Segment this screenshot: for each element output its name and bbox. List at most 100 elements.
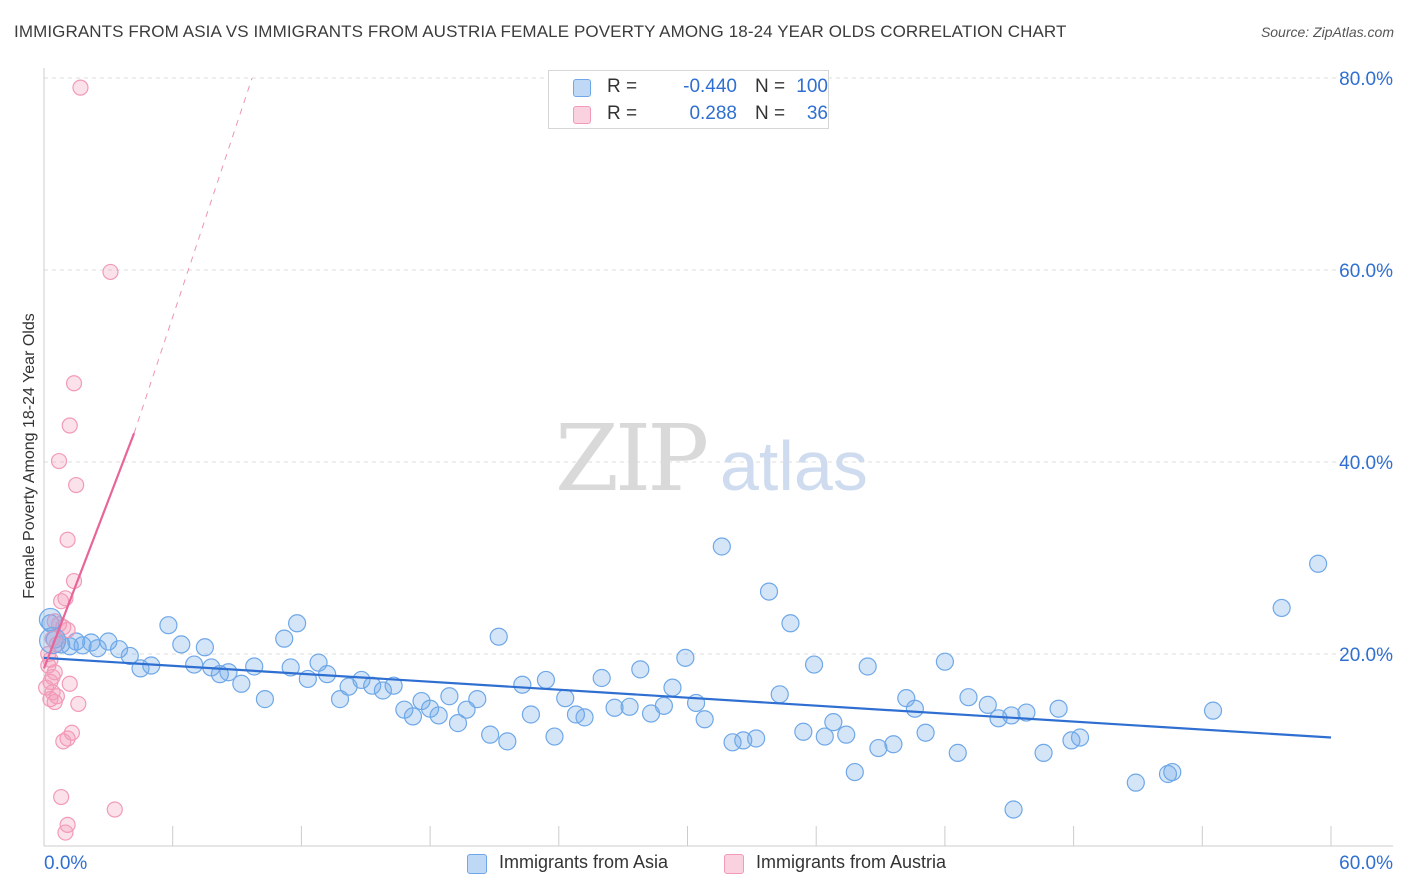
- point-austria: [102, 263, 119, 281]
- point-asia: [468, 690, 487, 709]
- chart-title: IMMIGRANTS FROM ASIA VS IMMIGRANTS FROM …: [14, 22, 1067, 41]
- source-label: Source: ZipAtlas.com: [1260, 24, 1394, 40]
- legend-r-value-asia: -0.440: [683, 76, 737, 97]
- legend-r-value-austria: 0.288: [689, 103, 737, 124]
- point-asia: [352, 670, 371, 690]
- point-asia: [513, 675, 532, 694]
- point-asia: [1017, 703, 1036, 722]
- point-asia: [440, 687, 459, 706]
- point-asia: [620, 697, 639, 716]
- point-asia: [1126, 773, 1145, 792]
- point-asia: [654, 696, 674, 715]
- point-asia: [770, 685, 789, 704]
- trend-line-austria: [42, 432, 136, 669]
- point-asia: [1034, 743, 1053, 762]
- point-asia: [815, 727, 834, 746]
- point-austria: [50, 452, 68, 470]
- point-asia: [935, 652, 955, 671]
- point-asia: [845, 762, 864, 782]
- point-asia: [869, 738, 888, 758]
- point-asia: [232, 674, 251, 693]
- bottom-legend-label-austria: Immigrants from Austria: [756, 852, 947, 872]
- point-asia: [1163, 762, 1182, 782]
- point-asia: [275, 629, 294, 648]
- point-asia: [858, 657, 877, 676]
- bottom-legend-label-asia: Immigrants from Asia: [499, 852, 669, 872]
- point-austria: [46, 693, 63, 711]
- bottom-legend-swatch-austria: [724, 854, 744, 874]
- point-asia: [663, 678, 682, 697]
- point-asia: [185, 655, 204, 674]
- watermark-zip: ZIP: [555, 405, 706, 512]
- point-asia: [1070, 728, 1090, 747]
- point-asia: [959, 688, 978, 707]
- point-asia: [545, 727, 564, 746]
- point-austria: [106, 801, 123, 818]
- point-asia: [837, 725, 856, 744]
- point-austria: [68, 476, 85, 494]
- point-asia: [1002, 706, 1021, 725]
- bottom-legend-swatch-asia: [467, 854, 487, 874]
- x-tick-label: 0.0%: [44, 853, 87, 874]
- point-asia: [794, 722, 813, 741]
- point-asia: [172, 635, 191, 654]
- legend-r-label: R =: [607, 76, 638, 97]
- x-tick-label: 60.0%: [1339, 853, 1393, 874]
- tick-labels: 20.0% 40.0% 60.0% 80.0% 0.0% 60.0%: [44, 69, 1393, 874]
- point-asia: [281, 658, 300, 677]
- legend-swatch-austria: [573, 106, 591, 124]
- point-asia: [195, 638, 214, 657]
- trend-line-asia: [43, 656, 1332, 739]
- point-austria: [65, 375, 83, 392]
- point-asia: [384, 676, 403, 695]
- trend-lines: [42, 77, 1332, 739]
- point-asia: [747, 729, 766, 748]
- correlation-legend: R = -0.440 N = 100 R = 0.288 N = 36: [548, 70, 829, 129]
- point-asia: [481, 725, 500, 744]
- point-asia: [245, 657, 264, 676]
- point-asia: [330, 690, 350, 709]
- point-asia: [489, 627, 508, 646]
- point-asia: [905, 699, 924, 718]
- point-austria: [70, 695, 87, 713]
- point-austria: [55, 733, 72, 750]
- point-asia: [38, 607, 63, 632]
- point-asia: [1309, 554, 1328, 573]
- point-asia: [403, 707, 423, 726]
- point-austria: [53, 788, 70, 806]
- point-austria: [57, 824, 74, 841]
- point-asia: [88, 639, 107, 658]
- point-asia: [824, 713, 843, 732]
- point-asia: [373, 681, 393, 700]
- point-asia: [575, 708, 594, 727]
- point-asia: [759, 582, 779, 601]
- point-asia: [38, 626, 67, 655]
- watermark-atlas: atlas: [720, 427, 868, 505]
- legend-n-label: N =: [755, 103, 786, 124]
- point-asia: [521, 705, 541, 724]
- point-asia: [804, 655, 824, 674]
- point-asia: [712, 537, 731, 556]
- point-asia: [536, 670, 556, 690]
- point-asia: [1004, 800, 1023, 819]
- point-asia: [109, 640, 129, 659]
- legend-r-label: R =: [607, 103, 638, 124]
- point-asia: [631, 660, 650, 679]
- point-asia: [695, 710, 714, 729]
- legend-n-value-austria: 36: [806, 103, 828, 124]
- legend-swatch-asia: [573, 79, 591, 97]
- axes: [43, 68, 1393, 847]
- point-austria: [61, 675, 78, 692]
- point-asia: [1049, 699, 1068, 718]
- point-asia: [288, 614, 307, 633]
- point-asia: [498, 732, 517, 751]
- watermark: ZIP atlas: [555, 405, 868, 512]
- y-tick-label: 80.0%: [1339, 69, 1393, 90]
- y-tick-label: 20.0%: [1339, 645, 1393, 666]
- point-asia: [159, 616, 178, 635]
- data-points: [38, 79, 1328, 841]
- point-austria: [61, 417, 78, 434]
- point-asia: [556, 689, 575, 708]
- point-asia: [948, 743, 967, 762]
